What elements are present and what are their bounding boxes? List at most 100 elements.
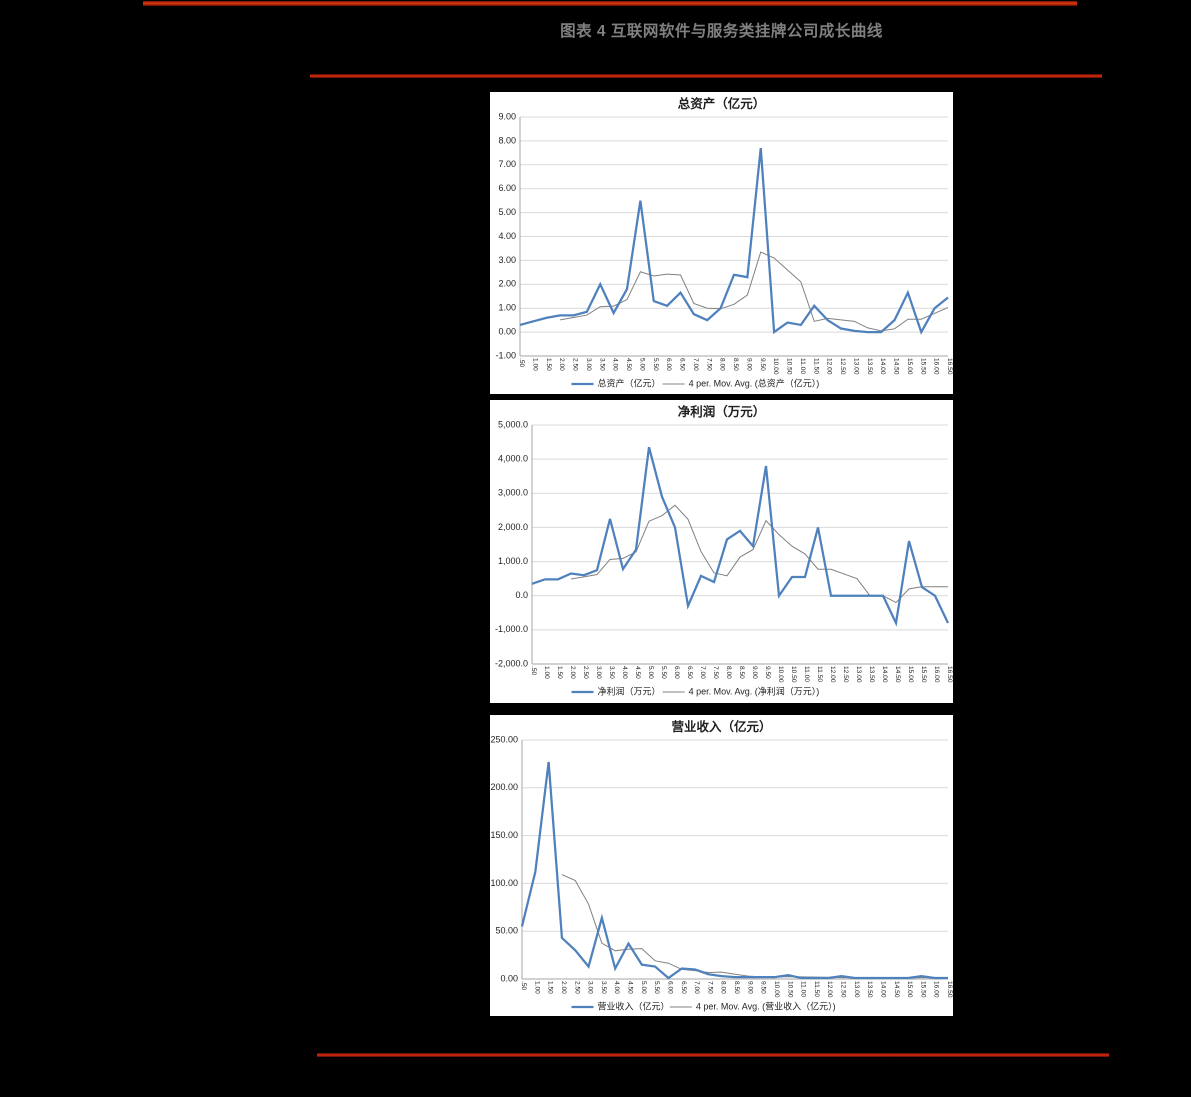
svg-text:5.50: 5.50 <box>660 666 667 679</box>
svg-text:3.00: 3.00 <box>587 981 594 994</box>
svg-text:16.00: 16.00 <box>933 358 940 375</box>
svg-text:16.50: 16.50 <box>946 666 953 683</box>
svg-text:4.00: 4.00 <box>621 666 628 679</box>
svg-text:4.50: 4.50 <box>634 666 641 679</box>
svg-text:6.50: 6.50 <box>686 666 693 679</box>
svg-text:13.00: 13.00 <box>855 666 862 683</box>
svg-text:-1,000.0: -1,000.0 <box>495 624 528 634</box>
svg-text:200.00: 200.00 <box>490 782 518 792</box>
svg-text:12.00: 12.00 <box>826 981 833 998</box>
svg-text:3.00: 3.00 <box>585 358 592 371</box>
svg-text:净利润（万元）: 净利润（万元） <box>598 685 661 696</box>
svg-text:14.00: 14.00 <box>879 358 886 375</box>
svg-text:12.00: 12.00 <box>826 358 833 375</box>
svg-text:净利润（万元）: 净利润（万元） <box>678 404 766 419</box>
svg-text:3.50: 3.50 <box>598 358 605 371</box>
svg-text:10.00: 10.00 <box>773 981 780 998</box>
svg-text:10.50: 10.50 <box>786 981 793 998</box>
svg-text:14.00: 14.00 <box>879 981 886 998</box>
svg-text:11.00: 11.00 <box>800 981 807 997</box>
svg-text:2.00: 2.00 <box>558 358 565 371</box>
svg-text:15.50: 15.50 <box>919 358 926 375</box>
svg-text:3.00: 3.00 <box>498 255 516 265</box>
svg-text:2.50: 2.50 <box>572 358 579 371</box>
svg-text:8.00: 8.00 <box>498 135 516 145</box>
svg-text:3.50: 3.50 <box>600 981 607 994</box>
svg-text:250.00: 250.00 <box>490 734 518 744</box>
svg-text:.50: .50 <box>520 981 527 990</box>
svg-text:营业收入（亿元）: 营业收入（亿元） <box>671 719 771 734</box>
svg-text:5.50: 5.50 <box>652 358 659 371</box>
svg-text:4.00: 4.00 <box>498 231 516 241</box>
svg-text:1.00: 1.00 <box>543 666 550 679</box>
svg-text:4.50: 4.50 <box>625 358 632 371</box>
svg-text:3,000.0: 3,000.0 <box>498 488 528 498</box>
svg-text:总资产（亿元）: 总资产（亿元） <box>598 377 661 388</box>
svg-text:14.00: 14.00 <box>881 666 888 683</box>
svg-text:7.00: 7.00 <box>699 666 706 679</box>
svg-text:-1.00: -1.00 <box>495 350 516 360</box>
svg-text:5,000.0: 5,000.0 <box>498 419 528 429</box>
svg-text:7.50: 7.50 <box>712 666 719 679</box>
svg-text:2.50: 2.50 <box>573 981 580 994</box>
svg-text:7.00: 7.00 <box>498 159 516 169</box>
svg-text:13.00: 13.00 <box>853 981 860 998</box>
svg-text:1.00: 1.00 <box>531 358 538 371</box>
svg-text:总资产（亿元）: 总资产（亿元） <box>678 96 766 111</box>
svg-text:2.00: 2.00 <box>569 666 576 679</box>
svg-text:5.00: 5.00 <box>498 207 516 217</box>
svg-text:150.00: 150.00 <box>490 830 518 840</box>
svg-text:16.00: 16.00 <box>933 666 940 683</box>
svg-text:6.00: 6.00 <box>665 358 672 371</box>
svg-text:.50: .50 <box>530 666 537 675</box>
svg-text:9.00: 9.00 <box>746 981 753 994</box>
svg-text:5.00: 5.00 <box>638 358 645 371</box>
svg-text:10.50: 10.50 <box>790 666 797 683</box>
svg-text:9.50: 9.50 <box>764 666 771 679</box>
svg-text:11.00: 11.00 <box>803 666 810 682</box>
svg-text:8.00: 8.00 <box>720 981 727 994</box>
svg-text:9.00: 9.00 <box>498 111 516 121</box>
svg-text:12.00: 12.00 <box>829 666 836 683</box>
svg-text:2,000.0: 2,000.0 <box>498 522 528 532</box>
svg-text:11.50: 11.50 <box>816 666 823 682</box>
svg-text:4.50: 4.50 <box>627 981 634 994</box>
svg-text:15.00: 15.00 <box>906 981 913 998</box>
svg-text:9.00: 9.00 <box>751 666 758 679</box>
svg-text:11.50: 11.50 <box>812 358 819 374</box>
svg-text:9.00: 9.00 <box>745 358 752 371</box>
svg-text:1.50: 1.50 <box>545 358 552 371</box>
svg-text:16.50: 16.50 <box>946 981 953 998</box>
svg-text:7.00: 7.00 <box>693 981 700 994</box>
svg-text:8.50: 8.50 <box>732 358 739 371</box>
svg-text:13.50: 13.50 <box>866 358 873 375</box>
svg-text:5.50: 5.50 <box>653 981 660 994</box>
svg-text:14.50: 14.50 <box>893 358 900 375</box>
svg-text:6.00: 6.00 <box>673 666 680 679</box>
svg-text:1.50: 1.50 <box>547 981 554 994</box>
svg-text:12.50: 12.50 <box>840 981 847 998</box>
svg-text:4 per. Mov. Avg. (总资产（亿元）): 4 per. Mov. Avg. (总资产（亿元）) <box>689 377 820 388</box>
svg-text:8.50: 8.50 <box>738 666 745 679</box>
svg-text:10.00: 10.00 <box>772 358 779 375</box>
svg-text:5.00: 5.00 <box>647 666 654 679</box>
svg-text:10.50: 10.50 <box>786 358 793 375</box>
svg-text:-2,000.0: -2,000.0 <box>495 658 528 668</box>
svg-text:0.0: 0.0 <box>515 590 528 600</box>
svg-text:2.00: 2.00 <box>560 981 567 994</box>
svg-text:.50: .50 <box>518 358 525 367</box>
svg-text:6.00: 6.00 <box>666 981 673 994</box>
svg-text:4,000.0: 4,000.0 <box>498 454 528 464</box>
svg-text:5.00: 5.00 <box>640 981 647 994</box>
svg-text:4 per. Mov. Avg. (净利润（万元）): 4 per. Mov. Avg. (净利润（万元）) <box>689 685 820 696</box>
svg-text:15.50: 15.50 <box>920 666 927 683</box>
svg-text:0.00: 0.00 <box>498 326 516 336</box>
svg-text:1,000.0: 1,000.0 <box>498 556 528 566</box>
svg-text:100.00: 100.00 <box>490 878 518 888</box>
svg-text:11.50: 11.50 <box>813 981 820 997</box>
svg-text:8.00: 8.00 <box>725 666 732 679</box>
svg-text:3.00: 3.00 <box>595 666 602 679</box>
svg-text:4 per. Mov. Avg. (营业收入（亿元）): 4 per. Mov. Avg. (营业收入（亿元）) <box>696 1000 836 1011</box>
svg-text:2.50: 2.50 <box>582 666 589 679</box>
svg-text:12.50: 12.50 <box>842 666 849 683</box>
